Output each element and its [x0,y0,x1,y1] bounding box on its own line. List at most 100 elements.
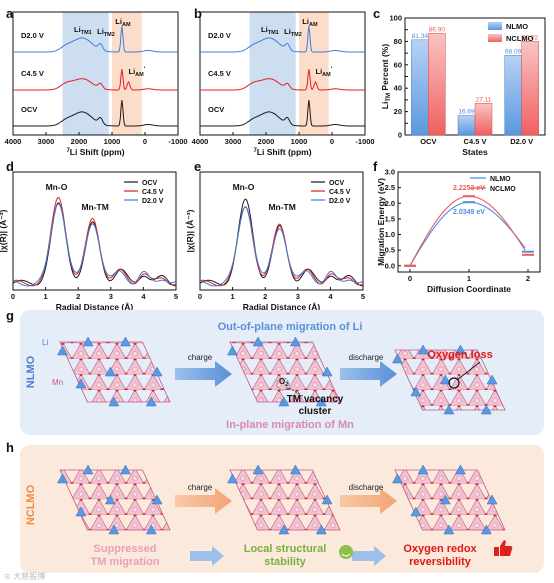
li-site-icon [145,524,157,535]
x-tick-label: 1 [467,274,471,283]
x-tick-label: 2000 [258,137,275,146]
x-axis-label: Radial Distance (Å) [243,302,321,312]
thumbs-up-icon [494,547,499,556]
peak-label-mn-o: Mn-O [233,182,255,192]
li-site-icon [278,396,290,407]
g-bottom-caption: In-plane migration of Mn [226,419,354,431]
smiley-icon [339,545,353,559]
x-tick-label: 4000 [192,137,209,146]
flow-arrow-1-icon [190,546,224,566]
axes-frame [12,11,179,136]
panel-label-e: e [194,159,201,174]
flow-arrow-2-icon [352,546,386,566]
legend-label: NCLMO [506,34,534,43]
x-tick-label: 0 [408,274,412,283]
li-site-icon [82,336,94,347]
label-li-tm1: LiTM1 [261,25,279,36]
x-tick-label: 4000 [5,137,22,146]
charge-arrow-icon [175,488,232,514]
li-site-icon [145,396,157,407]
axes-frame [199,171,364,291]
li-site-icon [410,386,422,397]
li-site-icon [75,506,87,517]
li-site-icon [252,336,264,347]
label-li-am-prime: LiAM' [316,67,333,78]
g-li-label: Li [42,338,48,347]
y-axis-label: |χ(R)| (Å⁻³) [185,209,195,252]
panel-label-b: b [194,6,202,21]
panel-g-nlmo-schematic [20,310,544,435]
g-vacancy-label: TM vacancy [287,394,344,405]
y-tick-label: 3.0 [385,168,395,177]
bar-value-label: 86.90 [429,26,446,33]
y-axis-label: |χ(R)| (Å⁻³) [0,209,8,252]
y-tick-label: 1.5 [385,214,395,223]
li-site-icon [392,353,403,364]
watermark: ⊙ 大慈股博 [4,571,45,581]
shade-am [299,12,329,135]
li-site-icon [321,366,333,377]
y-tick-label: 0.0 [385,261,395,270]
discharge-arrow-icon [340,488,397,514]
li-site-icon [290,464,301,475]
label-li-am: LiAM [115,17,131,28]
y-tick-label: 0.5 [385,246,395,255]
lattice-pristine-g [59,341,171,403]
bar-nclmo [521,41,539,136]
state-label: C4.5 V [208,69,231,78]
spectrum-OCV [200,99,365,127]
state-label: OCV [21,105,37,114]
li-site-icon [57,345,68,356]
h-discharge-label: discharge [349,483,384,492]
x-axis-label: Radial Distance (Å) [56,302,134,312]
annotation-nlmo: 2.0349 eV [453,209,485,216]
exafs-line-D20V [199,206,363,287]
x-tick-label: OCV [420,137,436,146]
li-site-icon [321,494,333,505]
smiley-mouth [341,553,351,557]
h-text-3b: reversibility [409,556,472,568]
li-site-icon [151,366,163,377]
li-site-icon [455,464,466,475]
bar-nclmo [428,33,446,136]
x-tick-label: 4 [141,292,146,301]
panel-label-c: c [373,6,380,21]
lattice-charged-h [229,469,341,531]
x-axis-label: 7Li Shift (ppm) [253,147,311,157]
h-charge-label: charge [188,483,213,492]
g-o2-label: O2 [279,377,289,388]
legend-label: NLMO [506,22,528,31]
x-tick-label: 5 [174,292,178,301]
charge-arrow-icon [175,361,232,387]
x-tick-label: C4.5 V [464,137,487,146]
spectrum-D20V [200,25,365,53]
h-text-1a: Suppressed [94,543,157,555]
li-site-icon [82,464,94,475]
g-oxygen-loss: Oxygen loss [427,349,492,361]
panel-label-d: d [6,159,14,174]
legend-label: D2.0 V [142,198,164,205]
label-li-am: LiAM [302,17,318,28]
y-tick-label: 100 [389,14,402,23]
bar-value-label: 27.11 [476,96,492,103]
bar-value-label: 68.09 [505,48,522,55]
peak-label-mn-o: Mn-O [46,182,68,192]
h-text-2b: stability [264,556,306,568]
li-site-icon [120,336,131,347]
li-site-icon [439,494,451,505]
spectrum-C45V [200,69,365,91]
x-tick-label: 3 [296,292,300,301]
g-discharge-label: discharge [349,353,384,362]
li-site-icon [480,524,492,535]
x-tick-label: 1000 [291,137,308,146]
li-site-icon [410,506,422,517]
y-tick-label: 1.0 [385,230,395,239]
legend-label: C4.5 V [142,189,164,196]
legend-label: NCLMO [490,186,516,193]
h-text-2a: Local structural [244,543,327,555]
li-site-icon [439,374,451,385]
peak-label-mn-tm: Mn-TM [268,202,295,212]
state-label: D2.0 V [208,31,231,40]
x-tick-label: 1000 [104,137,121,146]
y-axis-label: Migration Energy (eV) [376,178,386,266]
